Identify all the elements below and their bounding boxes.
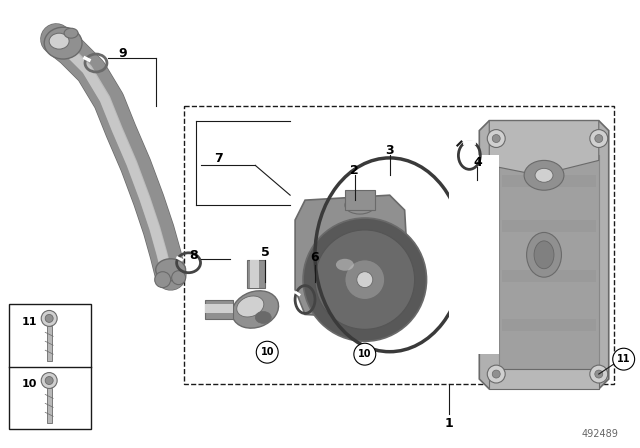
Circle shape	[487, 129, 505, 147]
Polygon shape	[489, 369, 599, 389]
Circle shape	[172, 271, 186, 284]
Circle shape	[45, 377, 53, 384]
Ellipse shape	[44, 27, 82, 59]
Circle shape	[315, 230, 415, 329]
Text: 10: 10	[260, 347, 274, 357]
Circle shape	[492, 370, 500, 378]
Ellipse shape	[232, 291, 278, 328]
Text: 1: 1	[445, 417, 454, 430]
Ellipse shape	[64, 28, 78, 38]
Bar	[502, 270, 596, 282]
Text: 492489: 492489	[582, 429, 619, 439]
Polygon shape	[295, 195, 410, 319]
Circle shape	[492, 134, 500, 142]
Text: 3: 3	[385, 144, 394, 157]
Text: 10: 10	[21, 379, 36, 389]
Circle shape	[357, 271, 372, 288]
Text: 10: 10	[358, 349, 372, 359]
Text: 7: 7	[214, 152, 223, 165]
Circle shape	[155, 271, 171, 288]
Ellipse shape	[534, 241, 554, 269]
Bar	[449, 155, 499, 354]
Bar	[247, 260, 265, 288]
Ellipse shape	[156, 259, 186, 280]
Circle shape	[590, 129, 608, 147]
Text: 6: 6	[310, 251, 319, 264]
Text: 4: 4	[473, 156, 482, 169]
Text: 11: 11	[617, 354, 630, 364]
Text: 11: 11	[21, 317, 37, 327]
Circle shape	[303, 218, 426, 341]
Bar	[250, 260, 259, 288]
Bar	[345, 190, 375, 210]
Circle shape	[595, 134, 603, 142]
Text: 2: 2	[351, 164, 359, 177]
Ellipse shape	[535, 168, 553, 182]
Bar	[502, 175, 596, 187]
Circle shape	[345, 260, 385, 300]
Circle shape	[595, 370, 603, 378]
Bar	[205, 305, 234, 314]
Polygon shape	[489, 121, 599, 175]
Bar	[47, 388, 52, 423]
Ellipse shape	[255, 311, 271, 323]
Circle shape	[256, 341, 278, 363]
Ellipse shape	[237, 296, 264, 317]
Bar	[502, 319, 596, 332]
Bar	[184, 106, 614, 384]
Circle shape	[590, 365, 608, 383]
Circle shape	[41, 373, 57, 388]
Bar	[47, 326, 52, 361]
Ellipse shape	[345, 196, 375, 214]
Circle shape	[612, 348, 635, 370]
Circle shape	[45, 314, 53, 323]
Bar	[502, 220, 596, 232]
Ellipse shape	[527, 233, 561, 277]
Circle shape	[41, 310, 57, 326]
Bar	[10, 305, 91, 429]
Polygon shape	[479, 121, 609, 389]
Bar	[499, 155, 599, 369]
Text: 9: 9	[118, 47, 127, 60]
Circle shape	[354, 343, 376, 365]
Ellipse shape	[336, 259, 354, 271]
Text: 8: 8	[189, 249, 198, 262]
Ellipse shape	[524, 160, 564, 190]
Circle shape	[487, 365, 505, 383]
Text: 5: 5	[261, 246, 269, 259]
Ellipse shape	[49, 33, 69, 49]
Bar	[205, 300, 234, 319]
